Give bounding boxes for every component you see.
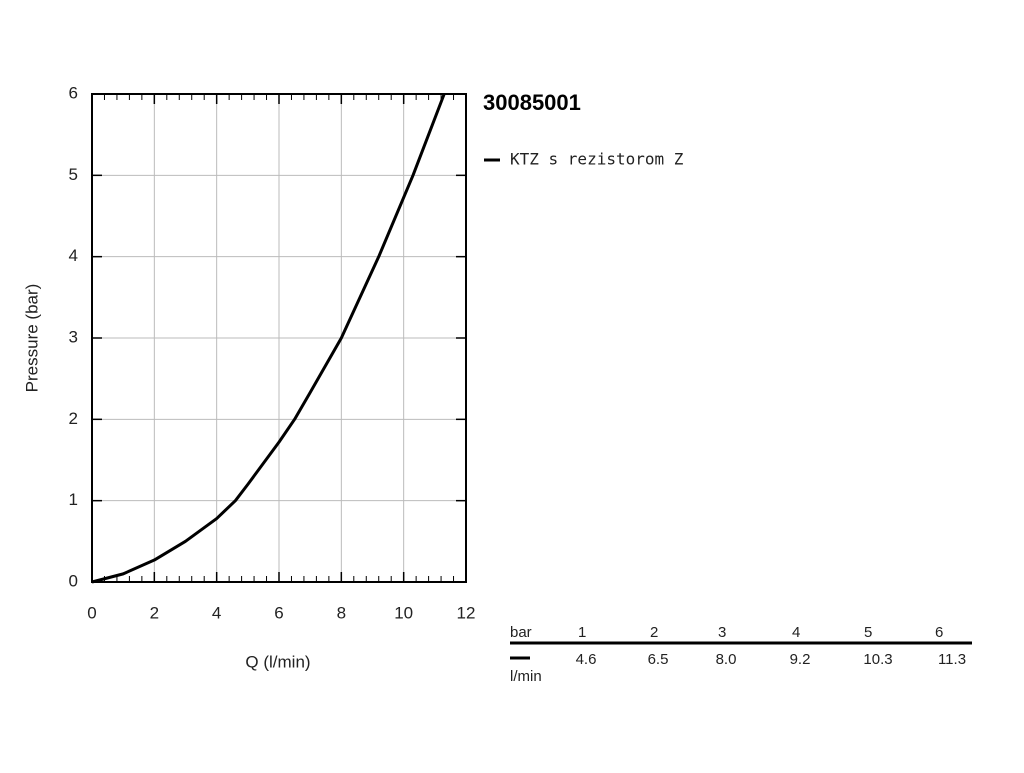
plot-frame	[91, 93, 467, 583]
table-pressure: 6	[935, 624, 943, 641]
table-pressure: 1	[578, 624, 586, 641]
x-axis-label: Q (l/min)	[245, 652, 310, 671]
data-line	[91, 93, 446, 584]
y-tick-label: 4	[69, 246, 78, 265]
table-flow: 10.3	[863, 651, 892, 668]
table-flow: 6.5	[648, 651, 669, 668]
table-flow: 4.6	[576, 651, 597, 668]
y-tick-label: 1	[69, 490, 78, 509]
table-pressure: 2	[650, 624, 658, 641]
chart-title: 30085001	[483, 90, 581, 115]
y-tick-label: 3	[69, 327, 78, 346]
x-tick-label: 6	[274, 603, 283, 622]
y-tick-label: 6	[69, 83, 78, 102]
x-tick-label: 0	[87, 603, 96, 622]
y-tick-label: 0	[69, 571, 78, 590]
table-pressure: 4	[792, 624, 800, 641]
table-header: bar	[510, 624, 532, 641]
x-tick-label: 2	[150, 603, 159, 622]
table-unit: l/min	[510, 668, 542, 685]
table-flow: 8.0	[716, 651, 737, 668]
x-tick-label: 12	[457, 603, 476, 622]
y-tick-label: 5	[69, 165, 78, 184]
x-tick-label: 4	[212, 603, 221, 622]
y-tick-label: 2	[69, 409, 78, 428]
y-axis-label: Pressure (bar)	[22, 284, 41, 393]
table-flow: 9.2	[790, 651, 811, 668]
table-pressure: 3	[718, 624, 726, 641]
x-tick-label: 10	[394, 603, 413, 622]
table-flow: 11.3	[938, 651, 966, 668]
x-tick-label: 8	[337, 603, 346, 622]
legend-label: KTZ s rezistorom Z	[510, 150, 684, 169]
table-pressure: 5	[864, 624, 872, 641]
